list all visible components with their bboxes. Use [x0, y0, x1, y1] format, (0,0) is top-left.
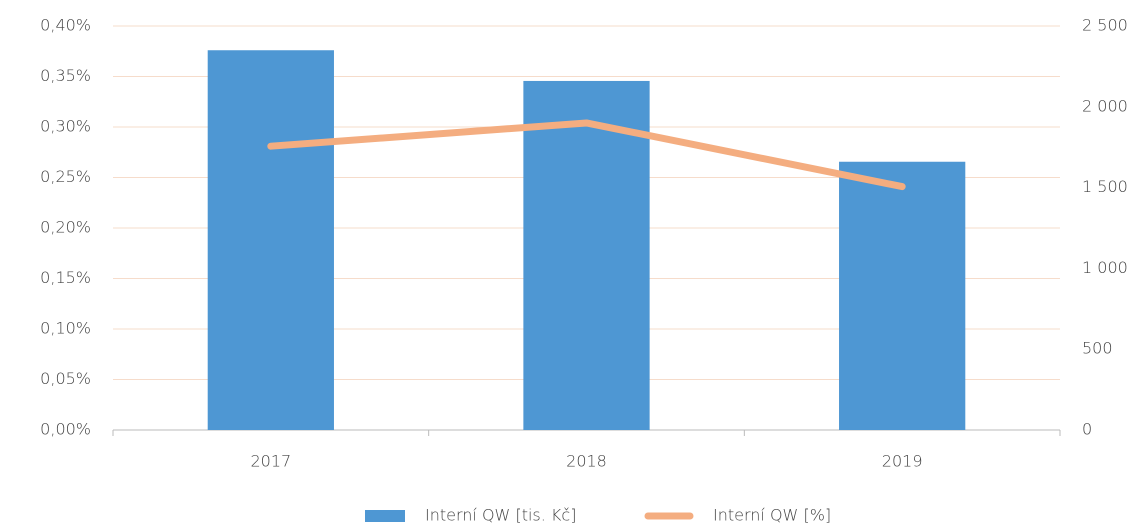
bar — [207, 50, 334, 431]
bar — [523, 80, 650, 430]
legend-label: Interní QW [%] — [713, 506, 831, 525]
y2-tick-label: 2 500 — [1082, 16, 1128, 35]
y-tick-label: 0,40% — [40, 16, 91, 35]
legend-label: Interní QW [tis. Kč] — [425, 506, 576, 525]
bar — [839, 161, 966, 430]
x-tick-label: 2019 — [882, 452, 923, 471]
x-tick-label: 2017 — [250, 452, 291, 471]
x-tick-label: 2018 — [566, 452, 607, 471]
y-tick-label: 0,35% — [40, 66, 91, 85]
y-tick-label: 0,00% — [40, 420, 91, 439]
y-tick-label: 0,30% — [40, 117, 91, 136]
y2-tick-label: 1 000 — [1082, 258, 1128, 277]
y-tick-label: 0,25% — [40, 167, 91, 186]
y-tick-label: 0,20% — [40, 218, 91, 237]
y-tick-label: 0,05% — [40, 369, 91, 388]
y2-tick-label: 2 000 — [1082, 96, 1128, 115]
y2-tick-label: 1 500 — [1082, 177, 1128, 196]
line — [267, 119, 906, 191]
legend-swatch — [365, 510, 405, 522]
y-tick-label: 0,10% — [40, 319, 91, 338]
y2-tick-label: 0 — [1082, 420, 1092, 439]
y-tick-label: 0,15% — [40, 268, 91, 287]
y2-tick-label: 500 — [1082, 339, 1113, 358]
